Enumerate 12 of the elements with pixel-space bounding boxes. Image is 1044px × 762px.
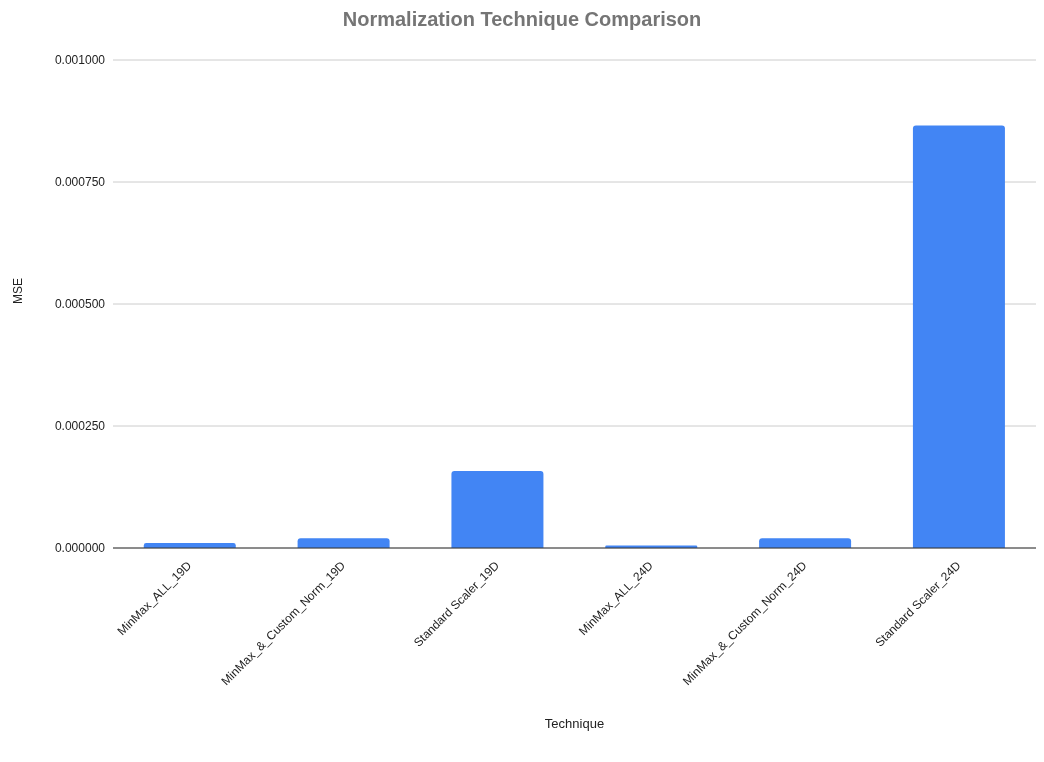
y-tick-label: 0.000000 — [54, 541, 106, 556]
y-tick-label: 0.000750 — [54, 175, 106, 190]
bar — [297, 538, 390, 548]
y-tick-label: 0.000500 — [54, 297, 106, 312]
y-tick-label: 0.000250 — [54, 419, 106, 434]
y-axis-title: MSE — [11, 277, 26, 304]
y-tick-label: 0.001000 — [54, 53, 106, 68]
x-axis-title: Technique — [544, 716, 605, 731]
chart-title: Normalization Technique Comparison — [341, 8, 703, 32]
bar — [912, 125, 1005, 548]
bar — [451, 470, 544, 548]
bar — [759, 538, 852, 548]
